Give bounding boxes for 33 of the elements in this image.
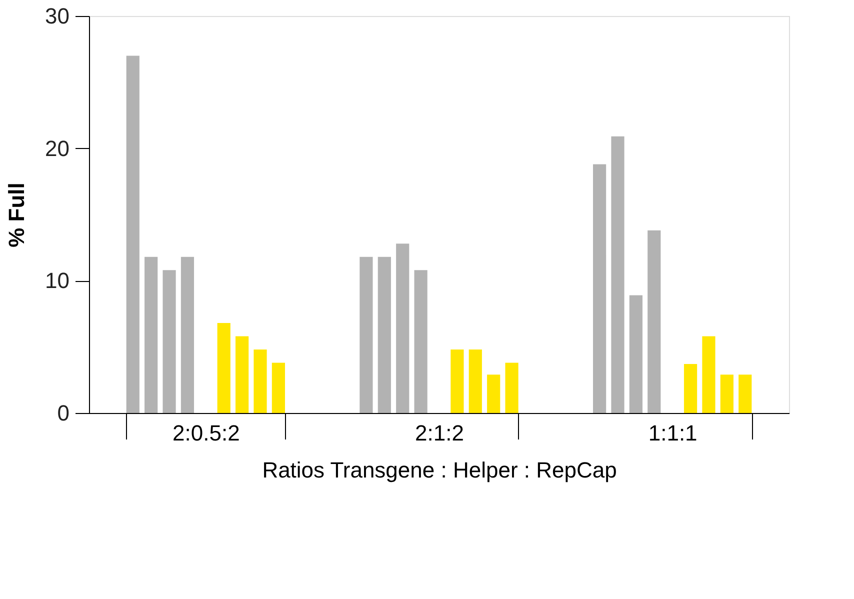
y-tick-label: 0: [57, 400, 70, 426]
y-tick-label: 30: [45, 4, 70, 28]
x-tick-label: 2:1:2: [415, 420, 464, 446]
x-axis-title: Ratios Transgene : Helper : RepCap: [262, 458, 617, 482]
bar: [611, 136, 624, 413]
bar: [702, 336, 716, 413]
bar: [126, 56, 140, 413]
bar: [217, 323, 230, 413]
bar: [272, 362, 285, 413]
bar: [396, 244, 410, 413]
bar: [487, 374, 500, 413]
bar: [180, 256, 194, 413]
bar: [468, 349, 482, 413]
bar: [629, 295, 642, 413]
bar: [738, 374, 752, 413]
bar: [684, 364, 698, 413]
bar: [648, 230, 661, 413]
x-tick-label: 1:1:1: [648, 420, 698, 446]
y-tick-label: 20: [45, 136, 70, 161]
bar: [505, 362, 518, 413]
bar: [720, 374, 734, 413]
bar: [236, 336, 249, 413]
x-tick-label: 2:0.5:2: [172, 420, 240, 446]
bar: [254, 349, 267, 413]
y-axis-title: % Full: [4, 182, 30, 248]
bar: [593, 164, 606, 413]
bar: [144, 256, 158, 413]
bar: [378, 256, 391, 413]
bar: [360, 256, 373, 413]
bar: [162, 270, 176, 413]
bar: [414, 270, 428, 413]
bar: [450, 349, 464, 413]
y-tick-label: 10: [45, 268, 70, 294]
